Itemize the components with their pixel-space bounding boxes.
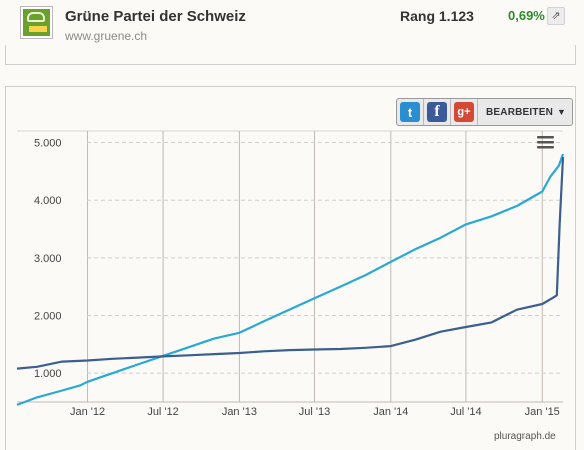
share-toolbar: t f g+ BEARBEITEN ▼ [396, 98, 574, 126]
chart-series [16, 153, 565, 406]
x-tick-label: Jul '13 [299, 406, 330, 418]
facebook-share-button[interactable]: f [424, 99, 451, 125]
party-header: Grüne Partei der Schweiz www.gruene.ch R… [0, 0, 584, 62]
chart-panel [5, 86, 576, 450]
x-tick-label: Jan '13 [222, 406, 257, 418]
x-tick-label: Jan '12 [70, 406, 105, 418]
twitter-icon: t [400, 102, 420, 122]
party-name[interactable]: Grüne Partei der Schweiz [65, 8, 246, 25]
x-tick-label: Jan '14 [373, 406, 408, 418]
logo-flower-shape [27, 12, 45, 22]
x-tick-label: Jul '14 [450, 406, 481, 418]
x-tick-label: Jan '15 [525, 406, 560, 418]
chart-grid [17, 130, 563, 403]
change-percent: 0,69% [508, 8, 545, 23]
twitter-share-button[interactable]: t [397, 99, 424, 125]
party-url-link[interactable]: www.gruene.ch [65, 29, 148, 43]
edit-label: BEARBEITEN [486, 106, 554, 118]
edit-button[interactable]: BEARBEITEN ▼ [478, 99, 572, 125]
external-link-icon[interactable]: ⇗ [547, 7, 565, 25]
logo-image [23, 9, 50, 36]
chart-axis-labels: Jan '12 Jul '12 Jan '13 Jul '13 Jan '14 Jul '… [34, 138, 560, 418]
series-line-1 [16, 153, 565, 406]
facebook-icon: f [427, 102, 447, 122]
y-tick-label: 4.000 [34, 195, 62, 207]
chevron-down-icon: ▼ [557, 107, 567, 117]
followers-chart: Jan '12 Jul '12 Jan '13 Jul '13 Jan '14 Jul '… [16, 130, 565, 418]
divider-panel [5, 45, 576, 65]
googleplus-share-button[interactable]: g+ [451, 99, 478, 125]
x-tick-label: Jul '12 [147, 406, 178, 418]
rank-label: Rang 1.123 [400, 8, 474, 24]
credit-label[interactable]: pluragraph.de [494, 431, 556, 442]
y-tick-label: 3.000 [34, 253, 62, 265]
y-tick-label: 2.000 [34, 311, 62, 323]
googleplus-icon: g+ [454, 102, 474, 122]
chart-menu-icon[interactable] [537, 136, 554, 149]
party-logo[interactable] [20, 6, 53, 39]
logo-band-shape [29, 26, 47, 32]
y-tick-label: 5.000 [34, 138, 62, 150]
series-line-2 [16, 156, 565, 370]
y-tick-label: 1.000 [34, 368, 62, 380]
